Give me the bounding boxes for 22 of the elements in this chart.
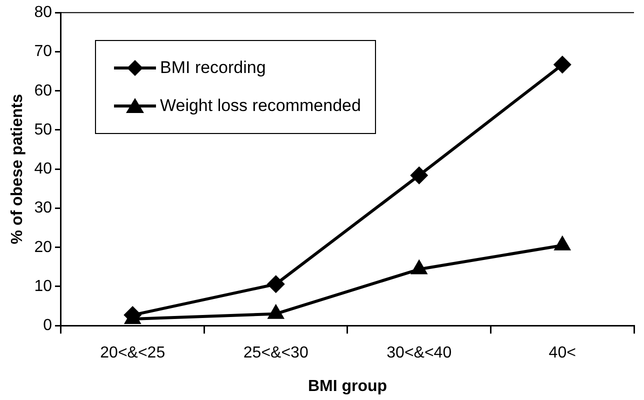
point: [553, 56, 572, 74]
y-tick-label: 40: [34, 160, 52, 178]
y-tick-label: 70: [34, 43, 52, 60]
x-tick-label: 25<&<30: [243, 344, 308, 362]
point: [267, 304, 285, 319]
point: [410, 259, 428, 274]
y-tick-label: 0: [43, 317, 52, 334]
y-axis-title: % of obese patients: [9, 94, 26, 244]
y-tick-label: 30: [34, 200, 52, 217]
y-tick-label: 10: [34, 278, 52, 295]
y-tick-label: 50: [34, 121, 52, 138]
point: [554, 235, 572, 250]
x-tick-label: 30<&<40: [386, 344, 452, 362]
legend-label: Weight loss recommended: [160, 96, 361, 116]
x-tick-label: 20<&<25: [100, 344, 166, 362]
point: [410, 166, 428, 184]
x-axis-title: BMI group: [308, 378, 388, 395]
legend-label: BMI recording: [160, 58, 266, 78]
y-tick-label: 20: [34, 238, 52, 256]
x-tick-label: 40<: [548, 344, 576, 362]
y-tick-label: 60: [34, 82, 52, 100]
y-tick-label: 80: [34, 4, 52, 22]
